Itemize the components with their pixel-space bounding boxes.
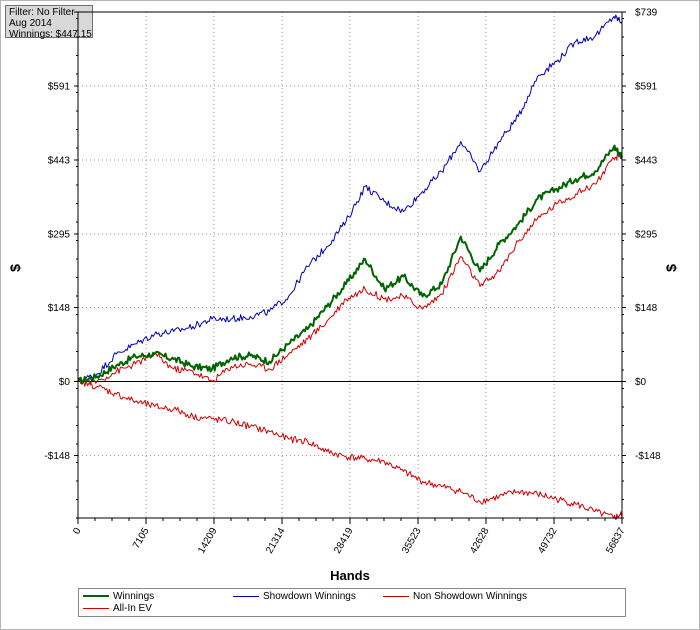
series-group xyxy=(77,14,623,520)
y-axis-left: -$148 $0 $148 $295 $443 $591 xyxy=(44,11,78,519)
legend-item-showdown: Showdown Winnings xyxy=(233,591,356,603)
legend-item-non-showdown: Non Showdown Winnings xyxy=(383,591,527,603)
legend-item-all-in-ev: All-In EV xyxy=(83,603,152,615)
x-tick-label: 56837 xyxy=(604,526,628,556)
grid xyxy=(78,12,622,518)
x-tick-label: 14209 xyxy=(196,526,220,556)
x-tick-label: 21314 xyxy=(264,526,288,556)
winnings-text: Winnings: $447.15 xyxy=(9,29,92,40)
y-tick-label-left: $295 xyxy=(48,230,71,241)
legend-swatch-non-showdown xyxy=(383,595,409,597)
filter-text: Filter: No Filter xyxy=(9,7,75,18)
y-tick-label-left: $0 xyxy=(59,377,71,388)
x-tick-label: 35523 xyxy=(400,526,424,556)
y-axis-right: -$148 $0 $148 $295 $443 $591 $739 xyxy=(622,8,661,519)
y-tick-label-left: -$148 xyxy=(44,451,70,462)
period-text: Aug 2014 xyxy=(9,18,52,29)
legend-swatch-winnings xyxy=(83,595,109,598)
x-axis-label: Hands xyxy=(330,568,370,583)
series-line-all_in_ev xyxy=(77,152,623,386)
winnings-chart: -$148 $0 $148 $295 $443 $591 -$148 $0 $148 $295 $… xyxy=(7,8,679,584)
y-tick-label-left: $591 xyxy=(48,82,71,93)
y-tick-label-right: $443 xyxy=(635,156,658,167)
y-tick-label-right: $148 xyxy=(635,303,658,314)
y-axis-label-left: $ xyxy=(7,264,23,272)
legend-item-winnings: Winnings xyxy=(83,591,154,603)
x-tick-label: 7105 xyxy=(131,526,152,551)
y-tick-label-right: -$148 xyxy=(635,451,661,462)
x-tick-label: 0 xyxy=(71,526,84,537)
y-tick-label-right: $0 xyxy=(635,377,647,388)
x-tick-label: 28419 xyxy=(332,526,356,556)
legend-label-showdown: Showdown Winnings xyxy=(263,591,356,602)
legend-label-winnings: Winnings xyxy=(113,591,155,602)
legend-label-all-in-ev: All-In EV xyxy=(113,603,152,614)
legend-swatch-showdown xyxy=(233,595,259,597)
y-tick-label-right: $739 xyxy=(635,8,658,19)
series-line-non_showdown xyxy=(77,378,623,520)
y-tick-label-left: $443 xyxy=(48,156,71,167)
y-tick-label-left: $148 xyxy=(48,303,71,314)
legend-label-non-showdown: Non Showdown Winnings xyxy=(413,591,527,602)
legend: Winnings Showdown Winnings Non Showdown … xyxy=(78,588,626,617)
x-axis: 0 7105 14209 21314 28419 35523 42628 49732 56837 xyxy=(71,518,628,556)
x-tick-label: 42628 xyxy=(468,526,492,556)
series-line-winnings xyxy=(77,144,623,385)
series-line-showdown xyxy=(77,14,623,383)
legend-swatch-all-in-ev xyxy=(83,607,109,609)
y-tick-label-right: $295 xyxy=(635,230,658,241)
y-axis-label-right: $ xyxy=(663,264,679,272)
y-tick-label-right: $591 xyxy=(635,82,658,93)
x-tick-label: 49732 xyxy=(536,526,560,556)
